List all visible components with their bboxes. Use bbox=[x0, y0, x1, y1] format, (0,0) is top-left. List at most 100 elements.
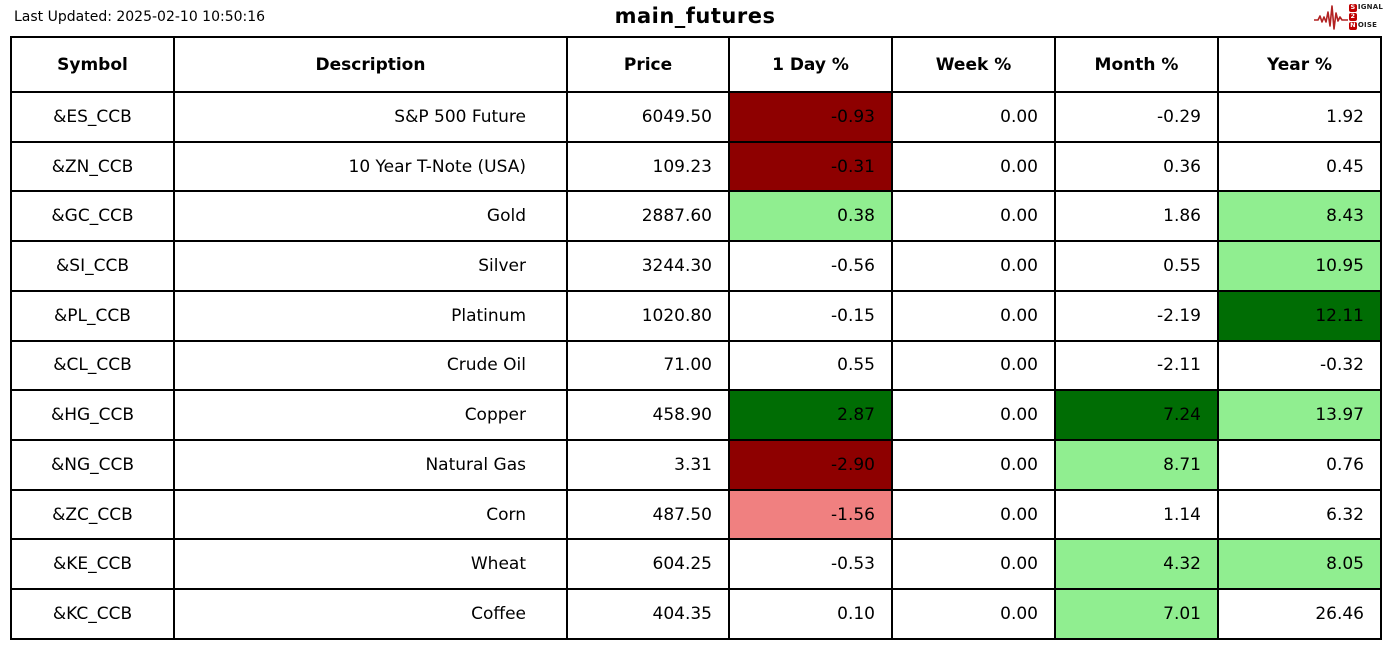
price-cell: 109.23 bbox=[566, 140, 730, 193]
price-cell: 458.90 bbox=[566, 389, 730, 442]
description-cell: 10 Year T-Note (USA) bbox=[173, 140, 568, 193]
header-1day: 1 Day % bbox=[728, 36, 893, 93]
price-cell: 604.25 bbox=[566, 538, 730, 591]
month-change-cell: -2.19 bbox=[1054, 289, 1219, 342]
day-change-cell: -1.56 bbox=[728, 488, 893, 541]
month-change-cell: -2.11 bbox=[1054, 339, 1219, 392]
year-change-cell: 13.97 bbox=[1217, 389, 1382, 442]
symbol-cell: &GC_CCB bbox=[10, 190, 175, 243]
table-row: &CL_CCB Crude Oil 71.00 0.55 0.00 -2.11 -0.32 bbox=[10, 339, 1382, 392]
day-change-cell: -0.31 bbox=[728, 140, 893, 193]
day-change-cell: 2.87 bbox=[728, 389, 893, 442]
symbol-cell: &KC_CCB bbox=[10, 588, 175, 640]
day-change-cell: 0.38 bbox=[728, 190, 893, 243]
table-row: &GC_CCB Gold 2887.60 0.38 0.00 1.86 8.43 bbox=[10, 190, 1382, 243]
table-row: &HG_CCB Copper 458.90 2.87 0.00 7.24 13.97 bbox=[10, 389, 1382, 442]
table-row: &NG_CCB Natural Gas 3.31 -2.90 0.00 8.71 0.76 bbox=[10, 439, 1382, 491]
price-cell: 404.35 bbox=[566, 588, 730, 640]
month-change-cell: 7.01 bbox=[1054, 588, 1219, 640]
year-change-cell: 1.92 bbox=[1217, 91, 1382, 143]
table-row: &ZN_CCB 10 Year T-Note (USA) 109.23 -0.31 0.… bbox=[10, 140, 1382, 193]
week-change-cell: 0.00 bbox=[891, 538, 1056, 591]
week-change-cell: 0.00 bbox=[891, 240, 1056, 292]
month-change-cell: -0.29 bbox=[1054, 91, 1219, 143]
header-row: Symbol Description Price 1 Day % Week % … bbox=[10, 36, 1382, 93]
futures-table: Symbol Description Price 1 Day % Week % … bbox=[10, 36, 1382, 640]
symbol-cell: &ZC_CCB bbox=[10, 488, 175, 541]
heartbeat-waveform-icon bbox=[1313, 3, 1348, 30]
logo-badge-n: N bbox=[1348, 21, 1357, 30]
day-change-cell: -0.93 bbox=[728, 91, 893, 143]
year-change-cell: 12.11 bbox=[1217, 289, 1382, 342]
price-cell: 71.00 bbox=[566, 339, 730, 392]
week-change-cell: 0.00 bbox=[891, 289, 1056, 342]
week-change-cell: 0.00 bbox=[891, 389, 1056, 442]
description-cell: Natural Gas bbox=[173, 439, 568, 491]
month-change-cell: 8.71 bbox=[1054, 439, 1219, 491]
table-row: &SI_CCB Silver 3244.30 -0.56 0.00 0.55 10.95 bbox=[10, 240, 1382, 292]
logo-line-signal-rest: IGNAL bbox=[1357, 3, 1383, 11]
logo-badge-s: S bbox=[1348, 3, 1357, 12]
symbol-cell: &SI_CCB bbox=[10, 240, 175, 292]
symbol-cell: &PL_CCB bbox=[10, 289, 175, 342]
description-cell: Gold bbox=[173, 190, 568, 243]
week-change-cell: 0.00 bbox=[891, 588, 1056, 640]
table-row: &KE_CCB Wheat 604.25 -0.53 0.00 4.32 8.05 bbox=[10, 538, 1382, 591]
year-change-cell: -0.32 bbox=[1217, 339, 1382, 392]
description-cell: Platinum bbox=[173, 289, 568, 342]
week-change-cell: 0.00 bbox=[891, 439, 1056, 491]
symbol-cell: &HG_CCB bbox=[10, 389, 175, 442]
month-change-cell: 0.55 bbox=[1054, 240, 1219, 292]
month-change-cell: 7.24 bbox=[1054, 389, 1219, 442]
header-price: Price bbox=[566, 36, 730, 93]
description-cell: S&P 500 Future bbox=[173, 91, 568, 143]
price-cell: 3.31 bbox=[566, 439, 730, 491]
logo-text: S IGNAL 2 N OISE bbox=[1348, 3, 1383, 30]
header-symbol: Symbol bbox=[10, 36, 175, 93]
symbol-cell: &ES_CCB bbox=[10, 91, 175, 143]
logo-line-noise-rest: OISE bbox=[1357, 21, 1378, 29]
price-cell: 3244.30 bbox=[566, 240, 730, 292]
price-cell: 1020.80 bbox=[566, 289, 730, 342]
day-change-cell: -2.90 bbox=[728, 439, 893, 491]
month-change-cell: 1.86 bbox=[1054, 190, 1219, 243]
description-cell: Corn bbox=[173, 488, 568, 541]
day-change-cell: 0.55 bbox=[728, 339, 893, 392]
week-change-cell: 0.00 bbox=[891, 91, 1056, 143]
signal2noise-logo: S IGNAL 2 N OISE bbox=[1313, 3, 1383, 30]
table-body: &ES_CCB S&P 500 Future 6049.50 -0.93 0.00 -0.… bbox=[10, 91, 1382, 640]
description-cell: Silver bbox=[173, 240, 568, 292]
page-title: main_futures bbox=[614, 4, 776, 28]
month-change-cell: 4.32 bbox=[1054, 538, 1219, 591]
description-cell: Copper bbox=[173, 389, 568, 442]
price-cell: 2887.60 bbox=[566, 190, 730, 243]
week-change-cell: 0.00 bbox=[891, 488, 1056, 541]
table-row: &KC_CCB Coffee 404.35 0.10 0.00 7.01 26.46 bbox=[10, 588, 1382, 640]
day-change-cell: -0.15 bbox=[728, 289, 893, 342]
symbol-cell: &NG_CCB bbox=[10, 439, 175, 491]
table-row: &ES_CCB S&P 500 Future 6049.50 -0.93 0.00 -0.… bbox=[10, 91, 1382, 143]
year-change-cell: 8.43 bbox=[1217, 190, 1382, 243]
header-week: Week % bbox=[891, 36, 1056, 93]
logo-line-noise: N OISE bbox=[1348, 21, 1383, 30]
year-change-cell: 8.05 bbox=[1217, 538, 1382, 591]
logo-line-signal: S IGNAL bbox=[1348, 3, 1383, 12]
month-change-cell: 0.36 bbox=[1054, 140, 1219, 193]
logo-line-2: 2 bbox=[1348, 12, 1383, 21]
logo-badge-2: 2 bbox=[1348, 12, 1357, 21]
year-change-cell: 26.46 bbox=[1217, 588, 1382, 640]
header-month: Month % bbox=[1054, 36, 1219, 93]
day-change-cell: -0.56 bbox=[728, 240, 893, 292]
description-cell: Crude Oil bbox=[173, 339, 568, 392]
year-change-cell: 6.32 bbox=[1217, 488, 1382, 541]
week-change-cell: 0.00 bbox=[891, 190, 1056, 243]
table-header: Symbol Description Price 1 Day % Week % … bbox=[10, 36, 1382, 93]
description-cell: Wheat bbox=[173, 538, 568, 591]
week-change-cell: 0.00 bbox=[891, 140, 1056, 193]
last-updated-label: Last Updated: 2025-02-10 10:50:16 bbox=[14, 9, 266, 25]
symbol-cell: &CL_CCB bbox=[10, 339, 175, 392]
year-change-cell: 0.76 bbox=[1217, 439, 1382, 491]
symbol-cell: &KE_CCB bbox=[10, 538, 175, 591]
symbol-cell: &ZN_CCB bbox=[10, 140, 175, 193]
